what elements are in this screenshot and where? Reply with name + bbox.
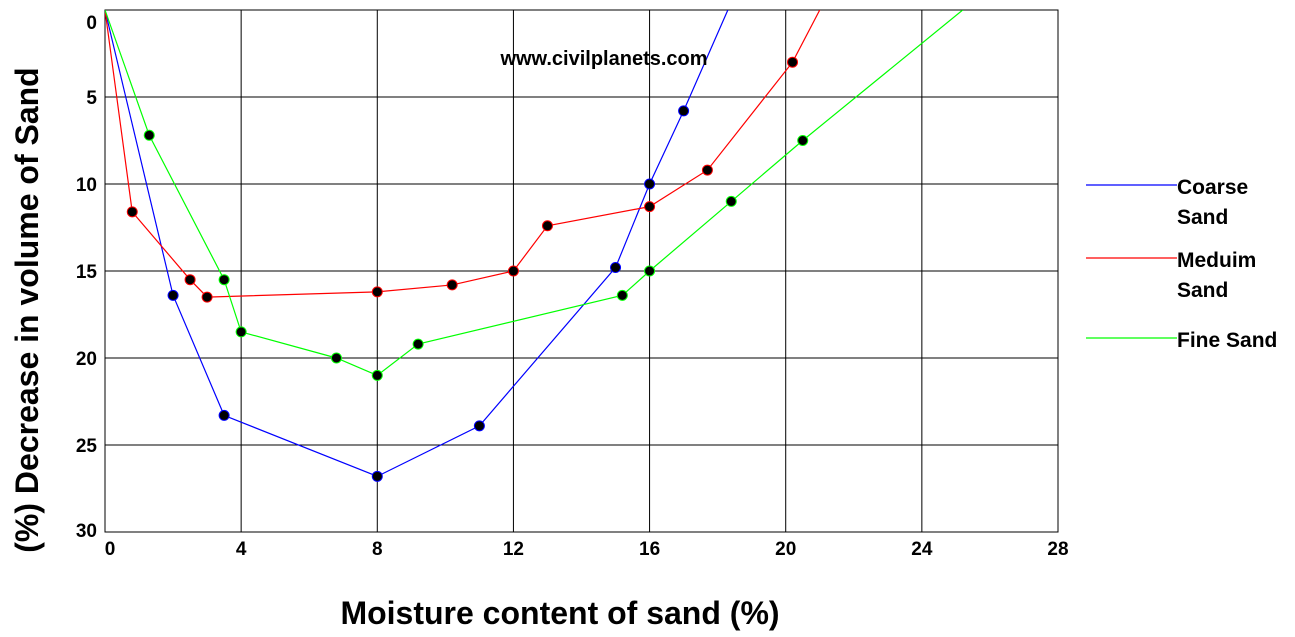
- data-point: [412, 338, 424, 350]
- legend-label: Fine Sand: [1177, 329, 1277, 352]
- x-tick-labels: 0 4 8 12 16 20 24 28: [105, 539, 1069, 560]
- series-line: [105, 10, 821, 298]
- legend-label: Meduim: [1177, 249, 1256, 272]
- x-tick-label: 4: [236, 539, 247, 560]
- y-tick-label: 5: [86, 88, 97, 109]
- data-point: [218, 274, 230, 286]
- x-tick-label: 20: [775, 539, 796, 560]
- series-line: [105, 10, 964, 377]
- data-point: [218, 409, 230, 421]
- data-point: [787, 56, 799, 68]
- data-point: [797, 135, 809, 146]
- data-point: [644, 178, 656, 190]
- data-point: [644, 265, 656, 277]
- x-tick-label: 8: [372, 539, 383, 560]
- data-point: [507, 265, 519, 277]
- watermark-text: www.civilplanets.com: [499, 48, 707, 70]
- data-point: [371, 286, 383, 298]
- legend-label: Coarse: [1177, 176, 1248, 199]
- data-point: [167, 289, 179, 301]
- grid-lines: [104, 9, 1059, 533]
- data-point: [201, 291, 213, 303]
- data-point: [678, 105, 690, 117]
- data-point: [446, 279, 458, 291]
- y-tick-label: 25: [76, 436, 98, 457]
- data-point: [541, 220, 553, 232]
- data-point: [610, 262, 622, 274]
- legend-label: Sand: [1177, 206, 1228, 229]
- data-point: [126, 206, 138, 218]
- data-point: [143, 129, 155, 141]
- y-tick-label: 30: [76, 521, 97, 542]
- y-tick-label: 15: [76, 262, 98, 283]
- legend-label: Sand: [1177, 279, 1228, 302]
- y-tick-labels: 0 5 10 15 20 25 30: [76, 13, 98, 542]
- data-point: [701, 164, 713, 176]
- plot-border: [104, 9, 1059, 533]
- data-point: [235, 326, 247, 338]
- data-point: [616, 289, 628, 301]
- data-point: [371, 470, 383, 482]
- y-axis-label: (%) Decrease in volume of Sand: [9, 67, 45, 552]
- data-point: [644, 201, 656, 213]
- data-point: [330, 352, 342, 364]
- y-tick-label: 20: [76, 349, 97, 370]
- x-tick-label: 12: [503, 539, 524, 560]
- x-tick-label: 0: [105, 539, 116, 560]
- x-axis-label: Moisture content of sand (%): [340, 595, 779, 631]
- data-point: [725, 195, 737, 207]
- series-lines: [105, 10, 964, 477]
- plot-area: [104, 9, 1059, 533]
- data-point: [473, 420, 485, 432]
- y-tick-label: 10: [76, 175, 97, 196]
- data-point: [184, 274, 196, 286]
- y-tick-label: 0: [86, 13, 97, 34]
- data-markers: [126, 56, 809, 482]
- x-tick-label: 24: [911, 539, 933, 560]
- data-point: [371, 369, 383, 381]
- x-tick-label: 16: [639, 539, 660, 560]
- x-tick-label: 28: [1047, 539, 1068, 560]
- legend: Coarse Sand Meduim Sand Fine Sand: [1086, 176, 1277, 352]
- series-line: [105, 10, 729, 477]
